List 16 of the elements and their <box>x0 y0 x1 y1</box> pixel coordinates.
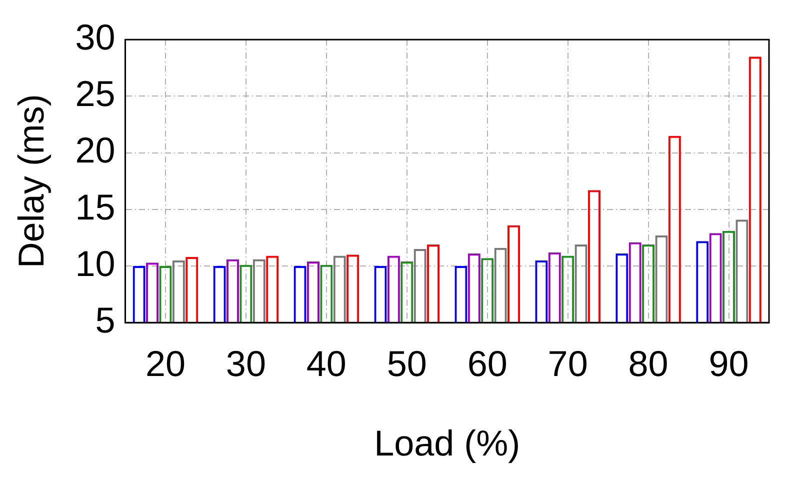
x-tick-label: 40 <box>306 343 346 384</box>
x-tick-label: 90 <box>708 343 749 384</box>
x-tick-label: 60 <box>467 343 508 384</box>
y-axis-title: Delay (ms) <box>10 94 52 268</box>
y-tick-label: 5 <box>95 300 116 341</box>
y-tick-label: 30 <box>75 16 116 58</box>
y-tick-label: 15 <box>75 186 116 228</box>
x-tick-label: 20 <box>145 343 186 384</box>
x-tick-label: 30 <box>226 343 266 384</box>
y-tick-label: 20 <box>75 130 116 171</box>
x-tick-label: 50 <box>386 343 427 384</box>
y-tick-label: 25 <box>75 73 116 114</box>
x-tick-label: 70 <box>548 343 588 384</box>
x-axis-title: Load (%) <box>374 422 520 464</box>
x-tick-label: 80 <box>628 343 668 384</box>
y-tick-label: 10 <box>75 242 116 284</box>
